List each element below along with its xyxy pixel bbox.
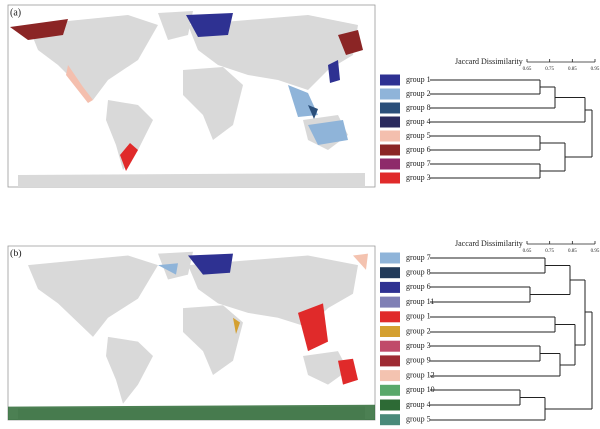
region xyxy=(233,317,240,334)
map-a: (a) xyxy=(7,4,376,188)
axis-title: Jaccard Dissimilarity xyxy=(455,239,523,248)
legend-swatch xyxy=(380,414,400,426)
legend-swatch xyxy=(380,340,400,352)
legend-swatch xyxy=(380,158,400,170)
tick-label: 0.65 xyxy=(523,249,532,254)
legend-swatch xyxy=(380,370,400,382)
region xyxy=(298,303,328,352)
legend-swatch xyxy=(380,172,400,184)
legend-swatch xyxy=(380,102,400,114)
legend-swatch xyxy=(380,326,400,337)
legend-label: group 2 xyxy=(406,326,431,335)
dendrogram xyxy=(430,257,593,421)
legend-label: group 9 xyxy=(406,356,431,365)
legend-label: group 1 xyxy=(406,75,431,84)
region xyxy=(328,60,340,83)
region xyxy=(338,358,358,385)
legend-label: group 12 xyxy=(406,370,435,379)
region xyxy=(120,143,138,171)
axis-title: Jaccard Dissimilarity xyxy=(455,57,523,66)
region xyxy=(66,65,93,103)
map-b: (b) xyxy=(7,245,376,421)
legend-label: group 4 xyxy=(406,400,431,409)
legend-swatch xyxy=(380,252,400,264)
legend-label: group 7 xyxy=(406,253,431,262)
legend-swatch xyxy=(380,281,400,293)
legend-swatch xyxy=(380,144,400,156)
region xyxy=(308,105,318,119)
region xyxy=(8,404,375,420)
legend-label: group 8 xyxy=(406,103,431,112)
legend-label: group 5 xyxy=(406,415,431,424)
legend-swatch xyxy=(380,311,400,323)
dendrogram xyxy=(430,79,593,179)
tick-label: 0.95 xyxy=(591,249,600,254)
legend-swatch xyxy=(380,399,400,411)
tick-label: 0.85 xyxy=(568,249,577,254)
legend-label: group 7 xyxy=(406,159,431,168)
legend-swatch xyxy=(380,355,400,367)
legend-swatch xyxy=(380,130,400,142)
legend-label: group 4 xyxy=(406,117,431,126)
tick-label: 0.85 xyxy=(568,67,577,72)
legend-label: group 10 xyxy=(406,385,435,394)
legend-swatch xyxy=(380,267,400,279)
legend-label: group 5 xyxy=(406,131,431,140)
tick-label: 0.75 xyxy=(545,249,554,254)
region xyxy=(338,30,363,55)
panel-label: (b) xyxy=(10,248,22,259)
legend-label: group 2 xyxy=(406,89,431,98)
tick-label: 0.65 xyxy=(523,67,532,72)
legend-swatch xyxy=(380,116,400,128)
legend-swatch xyxy=(380,384,400,396)
legend-label: group 1 xyxy=(406,312,431,321)
legend-swatch xyxy=(380,74,400,86)
region xyxy=(308,120,348,145)
region xyxy=(186,13,233,37)
legend-label: group 3 xyxy=(406,341,431,350)
region xyxy=(353,253,368,270)
region xyxy=(10,19,68,40)
region xyxy=(188,253,233,275)
tick-label: 0.95 xyxy=(591,67,600,72)
legend-label: group 6 xyxy=(406,282,431,291)
legend-swatch xyxy=(380,88,400,100)
legend-label: group 6 xyxy=(406,145,431,154)
legend-swatch xyxy=(380,296,400,308)
tick-label: 0.75 xyxy=(545,67,554,72)
legend-label: group 8 xyxy=(406,268,431,277)
region xyxy=(158,263,178,275)
panel-label: (a) xyxy=(10,7,21,18)
legend-label: group 11 xyxy=(406,297,434,306)
legend-label: group 3 xyxy=(406,173,431,182)
